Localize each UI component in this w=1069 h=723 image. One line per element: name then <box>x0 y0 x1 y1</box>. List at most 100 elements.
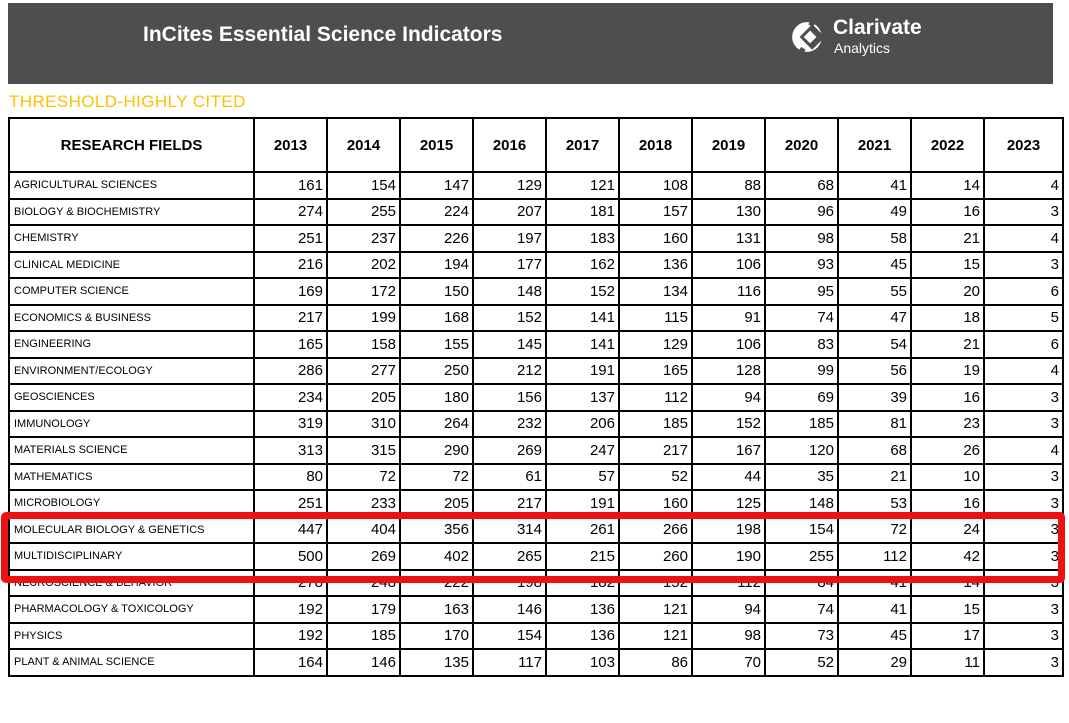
value-cell-chemistry-2021: 58 <box>837 224 912 253</box>
value-cell-economics-business-2016: 152 <box>472 303 547 332</box>
table-row-chemistry: CHEMISTRY 251 237 226 197 183 160 131 98 58 21 4 <box>8 224 1064 253</box>
value-cell-biology-biochemistry-2017: 181 <box>545 197 620 226</box>
value-cell-microbiology-2014: 233 <box>326 489 401 518</box>
value-cell-physics-2013: 192 <box>253 621 328 650</box>
value-cell-engineering-2021: 54 <box>837 330 912 359</box>
value-cell-neuroscience-behavior-2015: 222 <box>399 568 474 597</box>
value-cell-mathematics-2022: 10 <box>910 462 985 491</box>
value-cell-economics-business-2019: 91 <box>691 303 766 332</box>
value-cell-clinical-medicine-2023: 3 <box>983 250 1064 279</box>
value-cell-geosciences-2015: 180 <box>399 383 474 412</box>
year-header-2016: 2016 <box>472 117 547 173</box>
value-cell-physics-2015: 170 <box>399 621 474 650</box>
value-cell-geosciences-2016: 156 <box>472 383 547 412</box>
field-cell-environment-ecology: ENVIRONMENT/ECOLOGY <box>8 356 255 385</box>
value-cell-physics-2014: 185 <box>326 621 401 650</box>
value-cell-neuroscience-behavior-2017: 182 <box>545 568 620 597</box>
value-cell-multidisciplinary-2013: 500 <box>253 542 328 571</box>
value-cell-molecular-biology-genetics-2016: 314 <box>472 515 547 544</box>
value-cell-biology-biochemistry-2018: 157 <box>618 197 693 226</box>
field-cell-economics-business: ECONOMICS & BUSINESS <box>8 303 255 332</box>
table-row-clinical-medicine: CLINICAL MEDICINE 216 202 194 177 162 136 106 93… <box>8 250 1064 279</box>
value-cell-computer-science-2020: 95 <box>764 277 839 306</box>
field-cell-immunology: IMMUNOLOGY <box>8 409 255 438</box>
value-cell-immunology-2016: 232 <box>472 409 547 438</box>
table-row-plant-animal-science: PLANT & ANIMAL SCIENCE 164 146 135 117 103 86 7… <box>8 648 1064 677</box>
value-cell-computer-science-2017: 152 <box>545 277 620 306</box>
value-cell-immunology-2022: 23 <box>910 409 985 438</box>
value-cell-economics-business-2013: 217 <box>253 303 328 332</box>
year-header-2020: 2020 <box>764 117 839 173</box>
value-cell-chemistry-2017: 183 <box>545 224 620 253</box>
value-cell-microbiology-2019: 125 <box>691 489 766 518</box>
field-cell-physics: PHYSICS <box>8 621 255 650</box>
value-cell-pharmacology-toxicology-2016: 146 <box>472 595 547 624</box>
value-cell-clinical-medicine-2018: 136 <box>618 250 693 279</box>
field-cell-clinical-medicine: CLINICAL MEDICINE <box>8 250 255 279</box>
field-cell-agricultural-sciences: AGRICULTURAL SCIENCES <box>8 171 255 200</box>
value-cell-molecular-biology-genetics-2021: 72 <box>837 515 912 544</box>
value-cell-geosciences-2017: 137 <box>545 383 620 412</box>
value-cell-mathematics-2020: 35 <box>764 462 839 491</box>
value-cell-pharmacology-toxicology-2017: 136 <box>545 595 620 624</box>
value-cell-molecular-biology-genetics-2013: 447 <box>253 515 328 544</box>
value-cell-mathematics-2019: 44 <box>691 462 766 491</box>
value-cell-mathematics-2013: 80 <box>253 462 328 491</box>
value-cell-clinical-medicine-2019: 106 <box>691 250 766 279</box>
value-cell-pharmacology-toxicology-2013: 192 <box>253 595 328 624</box>
value-cell-immunology-2015: 264 <box>399 409 474 438</box>
field-cell-chemistry: CHEMISTRY <box>8 224 255 253</box>
value-cell-molecular-biology-genetics-2018: 266 <box>618 515 693 544</box>
value-cell-materials-science-2018: 217 <box>618 436 693 465</box>
field-cell-geosciences: GEOSCIENCES <box>8 383 255 412</box>
value-cell-biology-biochemistry-2016: 207 <box>472 197 547 226</box>
table-row-neuroscience-behavior: NEUROSCIENCE & BEHAVIOR 278 248 222 198 182 15… <box>8 568 1064 597</box>
value-cell-microbiology-2015: 205 <box>399 489 474 518</box>
field-cell-neuroscience-behavior: NEUROSCIENCE & BEHAVIOR <box>8 568 255 597</box>
value-cell-computer-science-2019: 116 <box>691 277 766 306</box>
year-header-2022: 2022 <box>910 117 985 173</box>
value-cell-chemistry-2023: 4 <box>983 224 1064 253</box>
value-cell-mathematics-2023: 3 <box>983 462 1064 491</box>
value-cell-materials-science-2021: 68 <box>837 436 912 465</box>
field-cell-computer-science: COMPUTER SCIENCE <box>8 277 255 306</box>
value-cell-computer-science-2023: 6 <box>983 277 1064 306</box>
value-cell-plant-animal-science-2016: 117 <box>472 648 547 677</box>
value-cell-engineering-2022: 21 <box>910 330 985 359</box>
value-cell-mathematics-2017: 57 <box>545 462 620 491</box>
value-cell-pharmacology-toxicology-2020: 74 <box>764 595 839 624</box>
value-cell-environment-ecology-2015: 250 <box>399 356 474 385</box>
value-cell-environment-ecology-2014: 277 <box>326 356 401 385</box>
field-cell-materials-science: MATERIALS SCIENCE <box>8 436 255 465</box>
value-cell-materials-science-2015: 290 <box>399 436 474 465</box>
year-header-2013: 2013 <box>253 117 328 173</box>
year-header-2019: 2019 <box>691 117 766 173</box>
table-header-row: RESEARCH FIELDS 2013 2014 2015 2016 2017 2018… <box>8 117 1064 173</box>
field-cell-molecular-biology-genetics: MOLECULAR BIOLOGY & GENETICS <box>8 515 255 544</box>
value-cell-engineering-2017: 141 <box>545 330 620 359</box>
value-cell-physics-2023: 3 <box>983 621 1064 650</box>
table-row-immunology: IMMUNOLOGY 319 310 264 232 206 185 152 185 81 23 3 <box>8 409 1064 438</box>
value-cell-microbiology-2016: 217 <box>472 489 547 518</box>
year-header-2021: 2021 <box>837 117 912 173</box>
field-cell-microbiology: MICROBIOLOGY <box>8 489 255 518</box>
field-cell-plant-animal-science: PLANT & ANIMAL SCIENCE <box>8 648 255 677</box>
value-cell-environment-ecology-2013: 286 <box>253 356 328 385</box>
value-cell-chemistry-2018: 160 <box>618 224 693 253</box>
table-row-molecular-biology-genetics: MOLECULAR BIOLOGY & GENETICS 447 404 356 314… <box>8 515 1064 544</box>
value-cell-materials-science-2014: 315 <box>326 436 401 465</box>
year-header-2014: 2014 <box>326 117 401 173</box>
app-title: InCites Essential Science Indicators <box>143 23 503 46</box>
value-cell-biology-biochemistry-2021: 49 <box>837 197 912 226</box>
value-cell-engineering-2020: 83 <box>764 330 839 359</box>
value-cell-environment-ecology-2017: 191 <box>545 356 620 385</box>
value-cell-biology-biochemistry-2013: 274 <box>253 197 328 226</box>
value-cell-mathematics-2021: 21 <box>837 462 912 491</box>
value-cell-chemistry-2022: 21 <box>910 224 985 253</box>
value-cell-plant-animal-science-2013: 164 <box>253 648 328 677</box>
value-cell-physics-2021: 45 <box>837 621 912 650</box>
value-cell-environment-ecology-2016: 212 <box>472 356 547 385</box>
value-cell-materials-science-2017: 247 <box>545 436 620 465</box>
value-cell-multidisciplinary-2016: 265 <box>472 542 547 571</box>
value-cell-microbiology-2017: 191 <box>545 489 620 518</box>
